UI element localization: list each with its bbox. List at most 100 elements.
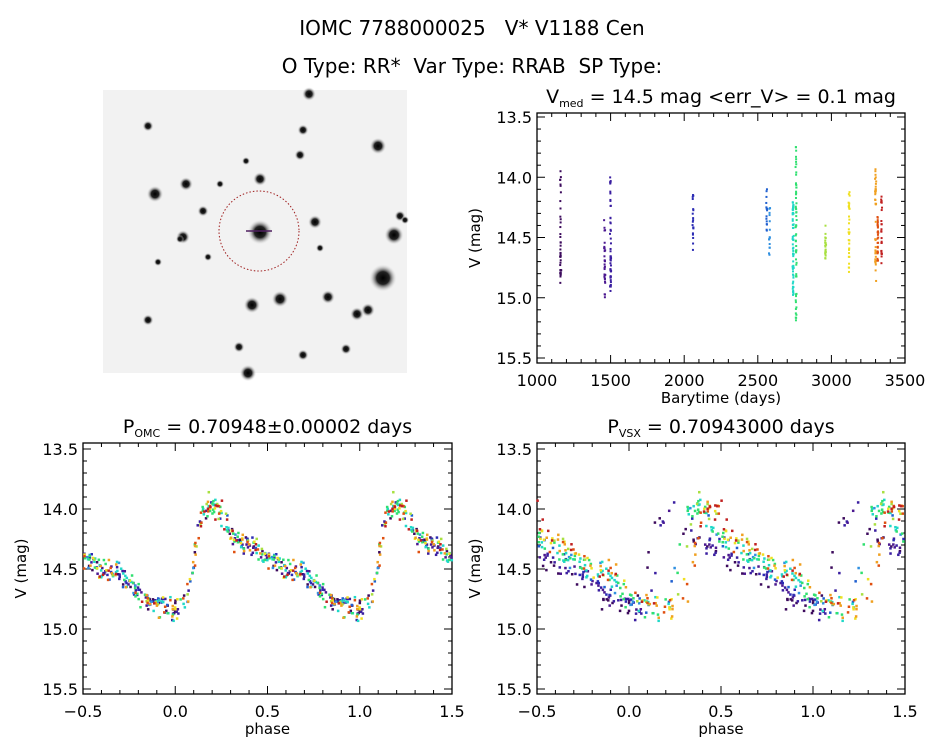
data-point xyxy=(165,609,168,613)
data-point xyxy=(654,571,657,575)
data-point xyxy=(246,546,250,549)
data-point xyxy=(794,226,797,229)
data-point xyxy=(559,170,562,173)
data-point xyxy=(559,235,562,238)
data-point xyxy=(750,547,754,551)
data-point xyxy=(398,504,402,507)
data-point xyxy=(574,552,578,555)
data-point xyxy=(308,580,312,583)
data-point xyxy=(338,599,342,602)
data-point xyxy=(545,568,548,572)
data-point xyxy=(592,576,595,579)
data-point xyxy=(192,566,195,570)
data-point xyxy=(699,521,703,524)
data-point xyxy=(337,602,341,605)
data-point xyxy=(829,593,832,597)
data-point xyxy=(852,608,855,611)
data-point xyxy=(697,510,701,514)
data-point xyxy=(732,550,736,554)
data-point xyxy=(391,507,394,511)
data-point xyxy=(793,588,797,591)
data-point xyxy=(874,249,877,252)
data-point xyxy=(299,570,302,574)
data-point xyxy=(612,600,616,603)
data-point xyxy=(341,597,344,600)
data-point xyxy=(874,263,877,266)
data-point xyxy=(211,508,215,511)
data-point xyxy=(672,501,676,504)
data-point xyxy=(630,594,633,597)
data-point xyxy=(783,586,787,589)
data-point xyxy=(795,224,798,227)
data-point xyxy=(763,557,766,560)
data-point xyxy=(795,215,798,218)
data-point xyxy=(358,601,362,605)
data-point xyxy=(702,510,706,513)
data-point xyxy=(334,600,338,603)
data-point xyxy=(400,502,403,506)
data-point xyxy=(277,558,281,561)
data-point xyxy=(391,510,394,513)
data-point xyxy=(275,568,279,572)
data-point xyxy=(806,582,810,586)
data-point xyxy=(608,604,611,607)
data-point xyxy=(735,556,739,559)
data-point xyxy=(230,527,234,531)
data-point xyxy=(880,240,883,243)
data-point xyxy=(300,569,304,573)
data-point xyxy=(662,611,666,614)
data-point xyxy=(609,285,612,288)
data-point xyxy=(603,263,606,266)
data-point xyxy=(603,293,606,296)
data-point xyxy=(348,605,351,609)
data-point xyxy=(837,521,841,524)
data-point xyxy=(791,223,794,226)
data-point xyxy=(609,232,612,235)
data-point xyxy=(874,193,877,196)
data-point xyxy=(439,543,442,546)
data-point xyxy=(876,245,879,248)
data-point xyxy=(174,609,177,613)
data-point xyxy=(177,612,180,615)
data-point xyxy=(795,208,798,211)
data-point xyxy=(792,212,795,215)
data-point xyxy=(371,600,374,603)
figure-subtitle: O Type: RR* Var Type: RRAB SP Type: xyxy=(281,54,663,78)
data-point xyxy=(810,611,814,615)
data-point xyxy=(902,537,905,541)
star xyxy=(233,341,245,353)
data-point xyxy=(559,241,562,244)
data-point xyxy=(186,593,189,596)
data-point xyxy=(299,572,302,576)
data-point xyxy=(195,545,198,548)
data-point xyxy=(572,558,575,561)
data-point xyxy=(717,512,721,515)
data-point xyxy=(898,551,901,555)
data-point xyxy=(148,598,151,602)
data-point xyxy=(302,561,305,565)
data-point xyxy=(691,560,695,564)
data-point xyxy=(203,510,206,513)
data-point xyxy=(795,273,798,276)
data-point xyxy=(824,239,827,242)
data-point xyxy=(862,543,866,546)
data-point xyxy=(421,540,424,544)
data-point xyxy=(792,291,795,294)
data-point xyxy=(656,613,660,616)
y-tick-label: 15.5 xyxy=(496,349,532,368)
data-point xyxy=(424,545,427,549)
data-point xyxy=(631,600,635,603)
data-point xyxy=(627,599,631,602)
data-point xyxy=(799,584,802,587)
data-point xyxy=(609,190,612,193)
data-point xyxy=(541,518,544,521)
star xyxy=(243,296,261,314)
data-point xyxy=(437,540,441,543)
data-point xyxy=(589,564,592,567)
data-point xyxy=(686,505,689,509)
star xyxy=(384,225,404,245)
data-point xyxy=(193,543,197,546)
data-point xyxy=(329,593,333,597)
data-point xyxy=(615,584,618,587)
